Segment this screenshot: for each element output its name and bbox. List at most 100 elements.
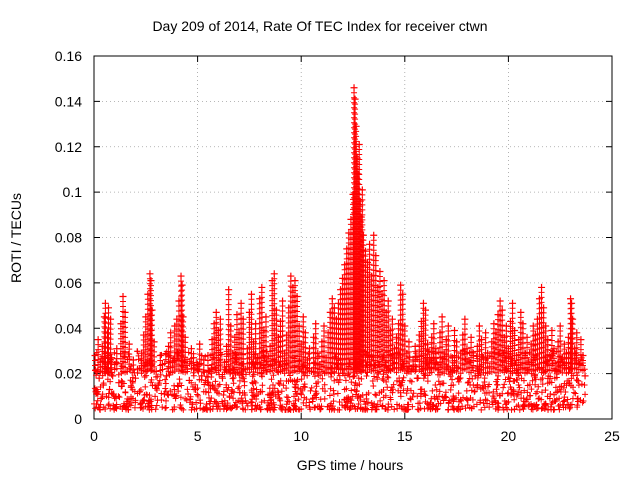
data-point: [542, 327, 549, 334]
data-point: [429, 387, 436, 394]
data-point: [440, 397, 447, 404]
data-point: [227, 342, 234, 349]
data-point: [320, 332, 327, 339]
data-point: [294, 313, 301, 320]
data-point: [217, 366, 224, 373]
data-point: [310, 395, 317, 402]
data-point: [312, 345, 319, 352]
data-point: [362, 401, 369, 408]
data-point: [182, 395, 189, 402]
data-point: [494, 381, 501, 388]
data-point: [414, 406, 421, 413]
data-point: [129, 369, 136, 376]
data-point: [469, 396, 476, 403]
data-point: [236, 383, 243, 390]
grid: [94, 56, 612, 419]
data-point: [154, 381, 162, 389]
data-point: [320, 337, 327, 344]
data-point: [481, 404, 488, 411]
data-point: [309, 396, 316, 403]
data-point: [352, 111, 359, 118]
data-point: [552, 398, 559, 405]
data-point: [566, 405, 573, 412]
data-point: [277, 377, 284, 384]
data-point: [500, 406, 507, 413]
data-point: [258, 399, 265, 406]
data-point: [270, 406, 277, 413]
data-point: [354, 370, 361, 377]
data-point: [529, 377, 536, 384]
data-point: [319, 375, 326, 382]
data-point: [453, 353, 460, 360]
data-point: [468, 405, 475, 412]
data-point: [397, 393, 404, 400]
data-point: [237, 398, 244, 405]
data-point: [408, 378, 415, 385]
data-point: [439, 323, 446, 330]
data-point: [401, 327, 408, 334]
data-point: [506, 378, 513, 385]
x-tick-label: 0: [90, 428, 98, 444]
data-point: [119, 378, 126, 385]
data-point: [358, 375, 365, 382]
data-point: [306, 399, 313, 406]
data-point: [287, 376, 294, 383]
data-point: [578, 381, 585, 388]
data-point: [287, 372, 294, 379]
data-point: [236, 389, 243, 396]
x-tick-label: 20: [501, 428, 517, 444]
data-point: [387, 396, 394, 403]
data-point: [291, 282, 298, 289]
data-point: [574, 402, 581, 409]
data-point: [312, 388, 319, 395]
data-point: [579, 367, 586, 374]
data-point: [336, 399, 343, 406]
data-point: [213, 399, 220, 406]
data-point: [568, 370, 575, 377]
data-point: [519, 340, 526, 347]
data-point: [244, 402, 251, 409]
data-point: [359, 226, 366, 233]
data-point: [148, 376, 155, 383]
data-point: [134, 365, 142, 373]
data-point: [417, 390, 424, 397]
data-point: [229, 375, 236, 382]
data-point: [366, 266, 373, 273]
data-point: [260, 353, 267, 360]
data-point: [140, 405, 147, 412]
data-point: [207, 398, 214, 405]
data-point: [283, 385, 290, 392]
data-point: [348, 379, 355, 386]
data-point: [435, 378, 442, 385]
data-point: [101, 348, 108, 355]
data-point: [579, 399, 586, 406]
data-point: [147, 317, 154, 324]
data-point: [405, 363, 412, 370]
data-point: [453, 343, 460, 350]
data-point: [147, 282, 154, 289]
data-point: [301, 372, 308, 379]
data-point: [542, 387, 549, 394]
data-point: [113, 405, 120, 412]
data-point: [259, 382, 266, 389]
data-point: [180, 323, 187, 330]
data-point: [308, 384, 315, 391]
data-point: [163, 404, 170, 411]
data-point: [359, 206, 366, 213]
data-point: [353, 138, 360, 145]
data-point: [138, 370, 145, 377]
data-point: [146, 406, 153, 413]
data-point: [581, 372, 589, 380]
y-tick-label: 0.02: [55, 366, 82, 382]
data-point: [495, 404, 502, 411]
data-point: [351, 119, 358, 126]
data-point: [213, 387, 220, 394]
data-point: [430, 325, 437, 332]
data-point: [355, 401, 362, 408]
data-point: [494, 399, 501, 406]
data-point: [193, 405, 200, 412]
data-point: [269, 381, 276, 388]
data-point: [397, 382, 404, 389]
data-point: [276, 395, 283, 402]
data-point: [246, 369, 253, 376]
